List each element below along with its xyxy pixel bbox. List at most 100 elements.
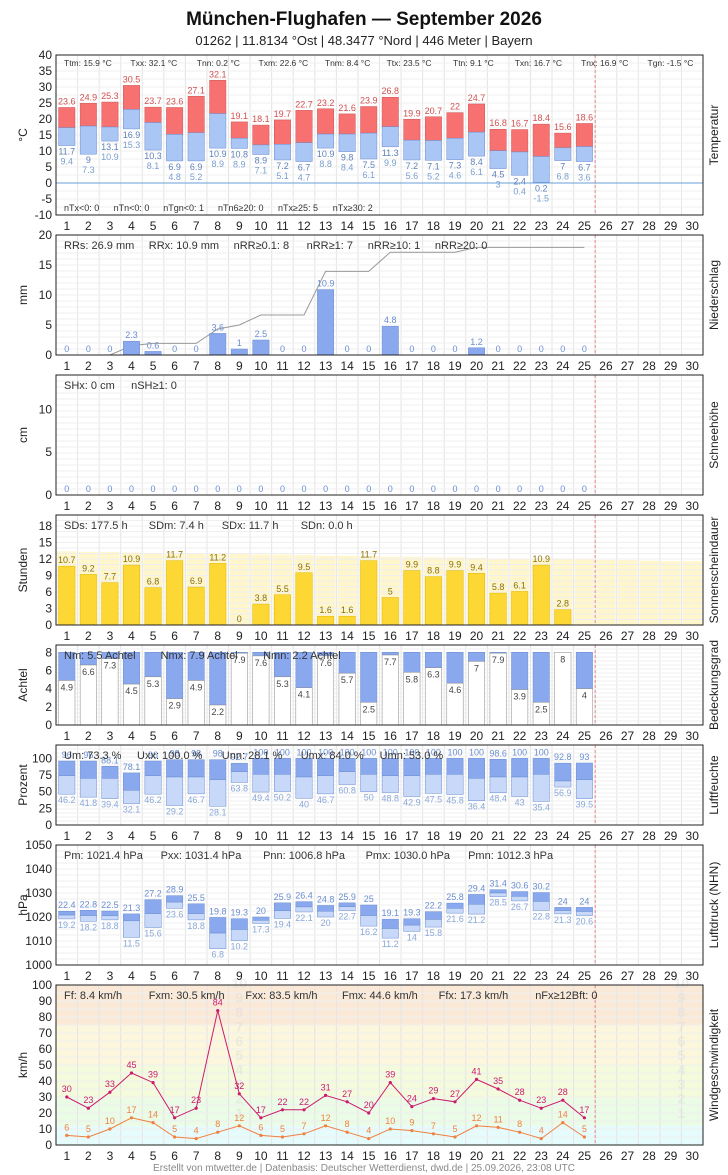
- value-label: 4: [582, 691, 587, 701]
- upper-bar: [317, 905, 335, 912]
- x-tick-label: 26: [599, 969, 613, 983]
- value-label: 8.8: [427, 566, 440, 576]
- max-label: 29.4: [468, 883, 486, 893]
- wind-label: 5: [172, 1124, 177, 1134]
- lower-bar: [166, 776, 184, 806]
- value-label: 10.9: [317, 279, 335, 289]
- x-tick-label: 6: [171, 219, 178, 233]
- x-tick-label: 24: [556, 499, 570, 513]
- tmin-label: 13.1: [101, 142, 119, 152]
- tmax-bar: [446, 112, 464, 139]
- value-label: 7.9: [233, 655, 246, 665]
- x-tick-label: 8: [214, 829, 221, 843]
- min-label: 18.8: [187, 921, 205, 931]
- y-tick-label: 10: [39, 1122, 53, 1136]
- tmin-bar: [360, 132, 378, 160]
- y-tick-label: 4: [45, 682, 52, 696]
- tground-label: 7.3: [82, 165, 95, 175]
- x-tick-label: 24: [556, 1149, 570, 1163]
- lower-bar: [575, 911, 593, 916]
- x-tick-label: 5: [150, 499, 157, 513]
- tmax-bar: [274, 119, 291, 145]
- tmin-label: 11.7: [58, 147, 75, 157]
- lower-bar: [252, 774, 270, 793]
- wind-point: [129, 1116, 134, 1120]
- x-tick-label: 2: [85, 629, 92, 643]
- min-label: 28.1: [209, 807, 227, 817]
- x-tick-label: 10: [254, 829, 268, 843]
- wind-point: [86, 1135, 90, 1139]
- tmin-label: 10.9: [317, 149, 335, 159]
- stat-top: nFx≥12Bft: 0: [535, 990, 597, 1002]
- sunshine-bar: [79, 574, 97, 626]
- sunshine-bar: [554, 609, 572, 626]
- gust-point: [323, 1093, 328, 1097]
- tground-label: 9.4: [61, 157, 74, 167]
- x-tick-label: 28: [642, 829, 656, 843]
- x-tick-label: 19: [448, 499, 462, 513]
- tmin-bar: [123, 109, 140, 130]
- tmin-bar: [58, 127, 76, 146]
- value-label: 2.9: [168, 701, 181, 711]
- x-tick-label: 20: [470, 729, 484, 743]
- x-tick-label: 8: [214, 629, 221, 643]
- x-tick-label: 25: [578, 829, 592, 843]
- y-tick-label: 2: [45, 700, 52, 714]
- tground-label: 5.2: [427, 171, 440, 181]
- x-tick-label: 3: [107, 829, 114, 843]
- y-tick-label: 35: [39, 64, 53, 78]
- x-tick-label: 21: [491, 499, 505, 513]
- y-tick-label: 5: [45, 160, 52, 174]
- gust-point: [194, 1106, 198, 1110]
- stat-bottom: nTgn<0: 1: [163, 203, 204, 213]
- min-label: 6.8: [211, 950, 224, 960]
- x-tick-label: 14: [340, 219, 354, 233]
- x-tick-label: 28: [642, 219, 656, 233]
- y-tick-label: 6: [45, 585, 52, 599]
- max-label: 24.8: [317, 894, 335, 904]
- tground-label: 0.4: [513, 186, 526, 196]
- y-tick-label: 100: [32, 751, 52, 765]
- value-label: 0: [409, 344, 414, 354]
- wind-label: 14: [148, 1110, 158, 1120]
- upper-bar: [187, 903, 205, 914]
- min-label: 28.5: [489, 898, 507, 908]
- x-tick-label: 7: [193, 219, 200, 233]
- gust-point: [216, 1009, 220, 1013]
- cloud-bar: [446, 652, 464, 684]
- max-label: 20: [256, 906, 266, 916]
- x-tick-label: 7: [193, 1149, 200, 1163]
- upper-bar: [209, 917, 227, 934]
- x-tick-label: 18: [427, 1149, 441, 1163]
- lower-bar: [79, 915, 97, 922]
- x-tick-label: 16: [384, 359, 398, 373]
- tmin-bar: [554, 147, 572, 161]
- y-tick-label: 0: [45, 718, 52, 732]
- x-tick-label: 5: [150, 969, 157, 983]
- x-tick-label: 13: [319, 629, 333, 643]
- gust-label: 28: [558, 1087, 568, 1097]
- beaufort-label: 3: [235, 1076, 243, 1092]
- wind-point: [151, 1121, 155, 1125]
- max-label: 100: [361, 747, 376, 757]
- tmin-bar: [252, 144, 270, 155]
- value-label: 3.8: [255, 593, 268, 603]
- gust-point: [431, 1097, 436, 1101]
- x-tick-label: 8: [214, 499, 221, 513]
- min-label: 60.8: [338, 785, 356, 795]
- min-label: 11.5: [123, 938, 140, 948]
- x-tick-label: 13: [319, 829, 333, 843]
- max-label: 100: [340, 747, 355, 757]
- max-label: 25.9: [274, 892, 292, 902]
- value-label: 0: [302, 484, 307, 494]
- stat-top: Tgn: -1.5 °C: [648, 58, 694, 68]
- value-label: 0: [431, 484, 436, 494]
- tmax-bar: [424, 116, 442, 141]
- x-tick-label: 1: [63, 729, 70, 743]
- y-tick-label: 0: [45, 348, 52, 362]
- tground-label: 3.6: [578, 173, 591, 183]
- max-label: 25.8: [446, 892, 464, 902]
- upper-bar: [252, 916, 270, 921]
